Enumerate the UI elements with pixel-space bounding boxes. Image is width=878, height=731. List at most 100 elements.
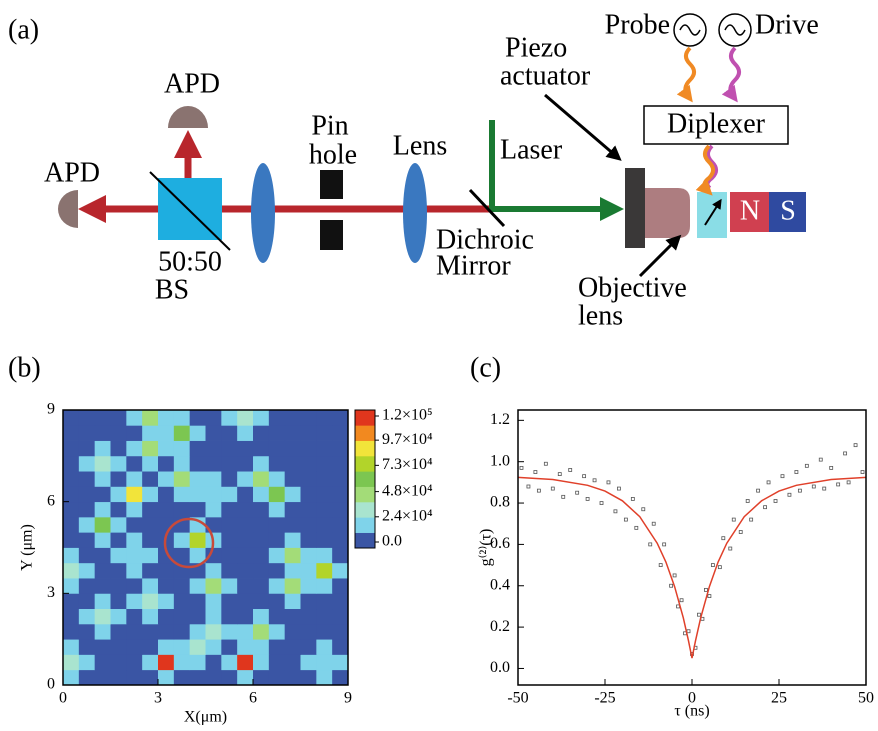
heat-cell [158, 670, 174, 686]
heat-cell [253, 654, 269, 670]
heat-cell [237, 486, 253, 502]
heat-cell [301, 471, 317, 487]
heat-cell [95, 502, 111, 518]
heat-cell [221, 563, 237, 579]
heat-cell [285, 654, 301, 670]
colorbar-band [355, 410, 375, 426]
colorbar-band [355, 517, 375, 533]
data-point [805, 464, 808, 467]
heat-cell [158, 456, 174, 472]
data-point [697, 613, 700, 616]
heat-cell [79, 548, 95, 564]
y-tick-label: 1.0 [490, 452, 510, 469]
x-tick-label: 3 [154, 690, 162, 707]
heat-cell [126, 502, 142, 518]
data-point [823, 487, 826, 490]
heat-cell [206, 502, 222, 518]
label: Piezo [505, 32, 567, 63]
heat-cell [63, 517, 79, 533]
heat-cell [111, 548, 127, 564]
heat-cell [237, 593, 253, 609]
heat-cell [111, 517, 127, 533]
heat-cell [206, 471, 222, 487]
heat-cell [269, 441, 285, 457]
heat-cell [301, 624, 317, 640]
heat-cell [332, 532, 348, 548]
heat-cell [79, 532, 95, 548]
heat-cell [111, 471, 127, 487]
heat-cell [190, 670, 206, 686]
heat-cell [190, 639, 206, 655]
heat-cell [111, 486, 127, 502]
heat-cell [332, 502, 348, 518]
heat-cell [206, 410, 222, 426]
heat-cell [237, 532, 253, 548]
y-tick-label: 0.2 [490, 618, 510, 635]
heat-cell [237, 639, 253, 655]
heat-cell [174, 548, 190, 564]
heat-cell [221, 410, 237, 426]
heat-cell [190, 486, 206, 502]
heat-cell [332, 563, 348, 579]
heat-cell [285, 593, 301, 609]
heat-cell [237, 425, 253, 441]
y-tick-label: 3 [47, 584, 55, 601]
heat-cell [190, 502, 206, 518]
data-point [687, 630, 690, 633]
heat-cell [269, 532, 285, 548]
data-point [642, 508, 645, 511]
colorbar-label: 9.7×10⁴ [382, 431, 433, 448]
heat-cell [79, 654, 95, 670]
colorbar-band [355, 425, 375, 441]
data-point [614, 510, 617, 513]
heat-cell [221, 654, 237, 670]
label: Diplexer [667, 108, 766, 139]
heat-cell [126, 563, 142, 579]
heat-cell [316, 532, 332, 548]
heat-cell [142, 563, 158, 579]
heat-cell [63, 639, 79, 655]
heat-cell [79, 639, 95, 655]
heat-cell [206, 593, 222, 609]
heat-cell [221, 639, 237, 655]
heat-cell [316, 456, 332, 472]
heat-cell [237, 410, 253, 426]
data-point [586, 497, 589, 500]
heat-cell [63, 502, 79, 518]
heat-cell [174, 410, 190, 426]
heat-cell [253, 563, 269, 579]
heat-cell [332, 639, 348, 655]
heat-cell [95, 441, 111, 457]
heat-cell [190, 425, 206, 441]
heat-cell [174, 471, 190, 487]
heat-cell [126, 532, 142, 548]
heat-cell [126, 456, 142, 472]
panel-label: (c) [470, 352, 501, 383]
figure: (a) (b) (c) APD APD 50:50 BS Pin hole Le… [0, 0, 878, 731]
heat-cell [158, 578, 174, 594]
heat-cell [221, 548, 237, 564]
heat-cell [237, 548, 253, 564]
heat-cell [316, 654, 332, 670]
colorbar-band [355, 456, 375, 472]
data-point [670, 584, 673, 587]
colorbar-band [355, 441, 375, 457]
data-point [739, 530, 742, 533]
heat-cell [79, 441, 95, 457]
heat-cell [285, 486, 301, 502]
heat-cell [237, 471, 253, 487]
label: hole [309, 139, 357, 170]
heat-cell [79, 624, 95, 640]
label: BS [155, 274, 189, 305]
heat-cell [126, 548, 142, 564]
heat-cell [79, 471, 95, 487]
data-point [729, 547, 732, 550]
heat-cell [190, 456, 206, 472]
heat-cell [221, 593, 237, 609]
heat-cell [316, 593, 332, 609]
heat-cell [253, 471, 269, 487]
data-point [844, 452, 847, 455]
heat-cell [301, 410, 317, 426]
pointer-arrow [640, 240, 676, 276]
heat-cell [332, 654, 348, 670]
